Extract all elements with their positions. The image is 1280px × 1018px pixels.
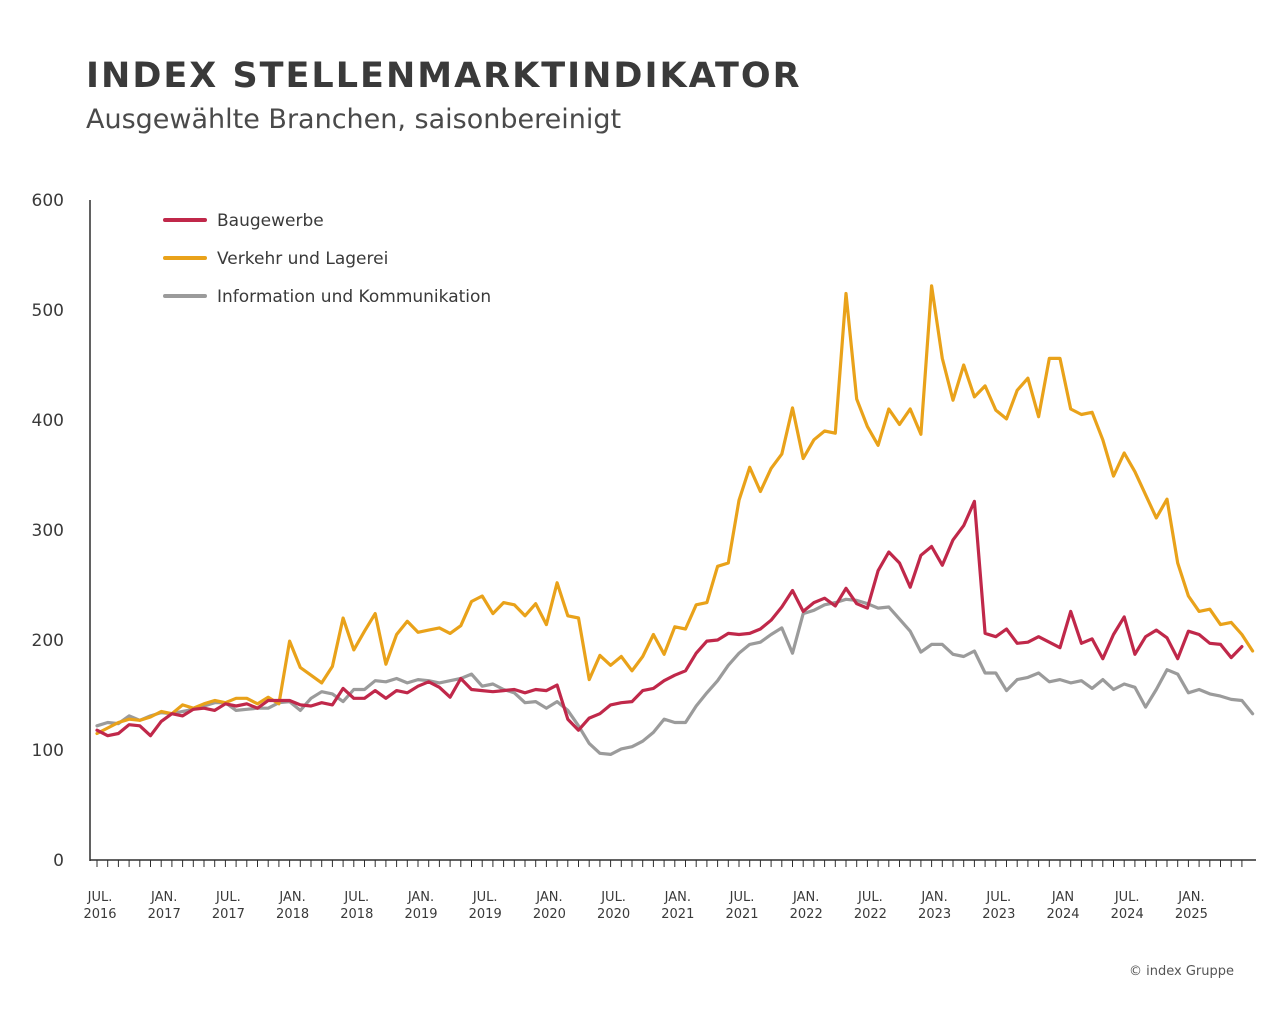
y-tick-label: 300 (32, 521, 64, 541)
legend-label: Baugewerbe (217, 211, 324, 231)
x-tick-label-year: 2018 (276, 907, 309, 922)
x-tick-label-month: JUL. (87, 890, 113, 905)
x-tick-label-year: 2023 (918, 907, 951, 922)
x-tick-label-year: 2021 (725, 907, 758, 922)
legend-label: Verkehr und Lagerei (217, 249, 388, 269)
x-tick-label-month: JUL. (857, 890, 883, 905)
x-tick-label-month: JUL. (215, 890, 241, 905)
x-tick-label-year: 2019 (469, 907, 502, 922)
copyright-note: © index Gruppe (1129, 964, 1234, 979)
series-line-baugewerbe (95, 499, 1244, 738)
x-axis: JUL. 2016 JAN. 2017 JUL. 2017 JAN. 2018 JUL. 2018… (83, 859, 1256, 922)
x-tick-label-year: 2018 (340, 907, 373, 922)
y-axis: 0 100 200 300 400 500 600 (32, 191, 91, 871)
y-tick-label: 400 (32, 411, 64, 431)
x-tick-label-month: JUL. (985, 890, 1011, 905)
y-tick-label: 500 (32, 301, 64, 321)
x-tick-label-month: JAN. (792, 890, 819, 905)
x-tick-label-month: JUL. (343, 890, 369, 905)
x-tick-label-month: JAN. (535, 890, 562, 905)
x-tick-label-month: JAN. (150, 890, 177, 905)
x-tick-label-year: 2025 (1175, 907, 1208, 922)
series-lines (95, 284, 1255, 757)
x-tick-label-month: JUL. (1114, 890, 1140, 905)
x-tick-label-year: 2022 (790, 907, 823, 922)
x-tick-label-month: JUL. (729, 890, 755, 905)
x-tick-label-year: 2024 (1046, 907, 1079, 922)
x-tick-label-year: 2020 (533, 907, 566, 922)
x-tick-label-month: JAN. (278, 890, 305, 905)
y-tick-label: 200 (32, 631, 64, 651)
x-tick-label-year: 2017 (148, 907, 181, 922)
y-tick-label: 100 (32, 741, 64, 761)
legend-label: Information und Kommunikation (217, 287, 491, 307)
series-line-verkehr-und-lagerei (95, 284, 1255, 736)
x-tick-label-month: JAN. (920, 890, 947, 905)
chart-subtitle: Ausgewählte Branchen, saisonbereinigt (86, 104, 622, 135)
x-tick-label-year: 2024 (1111, 907, 1144, 922)
legend: Baugewerbe Verkehr und Lagerei Information… (163, 211, 491, 307)
x-tick-label-year: 2017 (212, 907, 245, 922)
x-tick-label-month: JAN. (1177, 890, 1204, 905)
x-tick-label-month: JAN (1051, 890, 1074, 905)
x-tick-label-year: 2016 (83, 907, 116, 922)
chart-title: INDEX STELLENMARKTINDIKATOR (86, 56, 802, 96)
x-tick-label-month: JAN. (407, 890, 434, 905)
x-tick-label-month: JUL. (472, 890, 498, 905)
x-tick-label-year: 2023 (982, 907, 1015, 922)
x-tick-label-year: 2020 (597, 907, 630, 922)
x-tick-label-year: 2022 (854, 907, 887, 922)
y-tick-label: 0 (53, 851, 64, 871)
x-tick-label-year: 2021 (661, 907, 694, 922)
y-tick-label: 600 (32, 191, 64, 211)
x-tick-label-year: 2019 (404, 907, 437, 922)
x-tick-label-month: JUL. (600, 890, 626, 905)
x-tick-label-month: JAN. (664, 890, 691, 905)
